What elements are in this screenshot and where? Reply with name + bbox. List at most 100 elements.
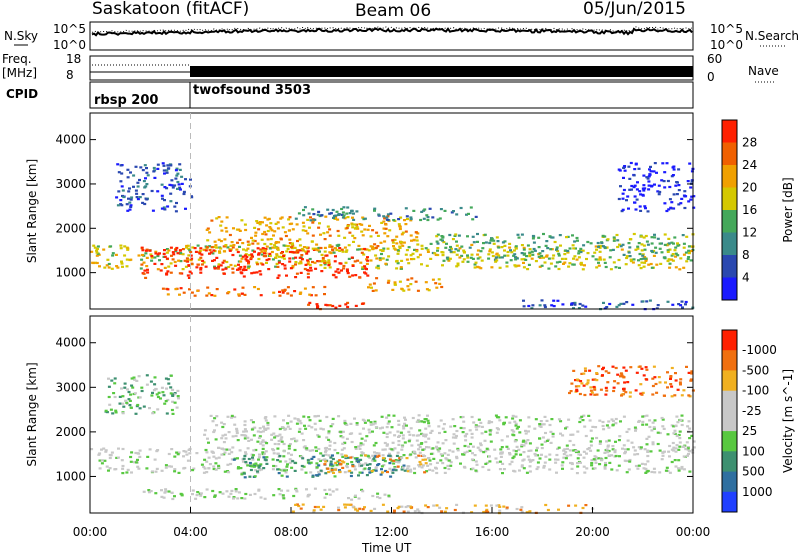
data-cell: [301, 503, 305, 506]
data-cell: [314, 428, 318, 431]
data-cell: [134, 189, 138, 192]
data-cell: [359, 261, 363, 264]
data-cell: [439, 238, 443, 241]
data-cell: [272, 291, 276, 294]
data-cell: [366, 274, 370, 277]
data-cell: [337, 234, 341, 237]
data-cell: [382, 215, 386, 218]
data-cell: [443, 430, 447, 433]
data-cell: [307, 303, 311, 306]
data-cell: [402, 464, 406, 467]
data-cell: [141, 249, 145, 252]
data-cell: [231, 267, 235, 270]
data-cell: [589, 444, 593, 447]
data-cell: [398, 457, 402, 460]
data-cell: [163, 208, 167, 211]
data-cell: [673, 394, 677, 397]
data-cell: [347, 257, 351, 260]
data-cell: [386, 213, 390, 216]
data-cell: [113, 395, 117, 399]
data-cell: [256, 470, 259, 473]
data-cell: [442, 241, 446, 244]
data-cell: [294, 488, 298, 492]
data-cell: [126, 209, 130, 212]
data-cell: [396, 451, 400, 454]
data-cell: [285, 250, 289, 253]
data-cell: [577, 450, 580, 453]
data-cell: [212, 467, 216, 471]
data-cell: [166, 293, 170, 296]
data-cell: [313, 505, 317, 509]
data-cell: [677, 467, 680, 470]
data-cell: [333, 475, 337, 478]
data-cell: [203, 433, 207, 436]
data-cell: [427, 422, 431, 425]
data-cell: [399, 431, 403, 434]
data-cell: [531, 237, 535, 240]
data-cell: [689, 379, 693, 382]
data-cell: [627, 242, 631, 245]
data-cell: [439, 459, 443, 462]
data-cell: [173, 184, 177, 187]
data-cell: [191, 489, 195, 492]
data-cell: [100, 459, 104, 462]
data-cell: [397, 423, 401, 426]
data-cell: [640, 393, 644, 396]
data-cell: [343, 506, 347, 509]
data-cell: [217, 238, 221, 241]
data-cell: [173, 455, 177, 458]
data-cell: [320, 270, 324, 273]
data-cell: [490, 421, 494, 424]
data-cell: [312, 455, 316, 458]
data-cell: [245, 255, 249, 258]
data-cell: [688, 450, 692, 453]
data-cell: [650, 249, 654, 253]
data-cell: [256, 471, 260, 474]
data-cell: [424, 440, 428, 444]
data-cell: [119, 244, 123, 247]
data-cell: [336, 218, 340, 221]
data-cell: [396, 465, 400, 468]
data-cell: [217, 263, 221, 266]
data-cell: [302, 225, 306, 228]
data-cell: [540, 453, 543, 456]
data-cell: [369, 423, 373, 426]
data-cell: [184, 265, 188, 268]
data-cell: [543, 461, 547, 464]
data-cell: [378, 427, 382, 430]
data-cell: [670, 366, 674, 370]
data-cell: [546, 247, 550, 250]
data-cell: [598, 246, 602, 249]
data-cell: [689, 378, 693, 381]
data-cell: [425, 470, 429, 473]
data-cell: [309, 269, 313, 272]
data-cell: [256, 287, 260, 291]
data-cell: [658, 190, 662, 194]
data-cell: [240, 434, 244, 437]
data-cell: [638, 365, 642, 368]
data-cell: [539, 420, 543, 423]
data-cell: [277, 261, 281, 264]
data-cell: [244, 249, 248, 252]
data-cell: [582, 456, 586, 459]
data-cell: [177, 259, 181, 262]
data-cell: [358, 471, 362, 474]
data-cell: [350, 209, 354, 213]
data-cell: [130, 377, 134, 380]
data-cell: [111, 412, 115, 415]
data-band-3: [161, 285, 327, 297]
data-cell: [434, 282, 438, 285]
data-cell: [238, 229, 242, 232]
data-cell: [222, 245, 226, 248]
data-cell: [660, 179, 664, 182]
data-cell: [215, 246, 219, 249]
data-cell: [443, 452, 447, 455]
data-cell: [163, 186, 167, 189]
data-cell: [548, 458, 552, 461]
nave-tick-high: 60: [707, 52, 722, 66]
data-cell: [637, 259, 640, 262]
data-cell: [447, 459, 451, 462]
data-cell: [510, 251, 514, 254]
data-cell: [361, 216, 365, 219]
data-cell: [260, 253, 264, 256]
